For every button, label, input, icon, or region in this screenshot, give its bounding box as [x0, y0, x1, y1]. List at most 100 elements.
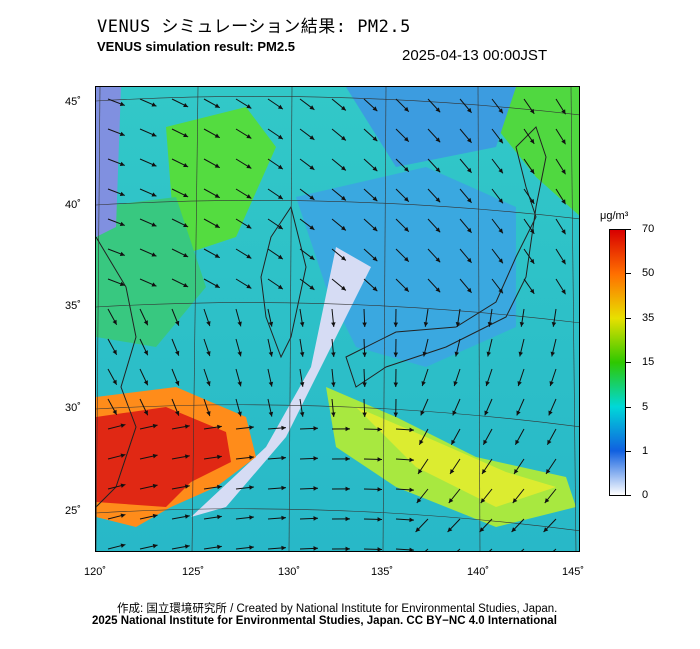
- lon-label-130: 130˚: [278, 566, 301, 578]
- coastline-korea: [260, 205, 307, 359]
- wind-arrow-head: [341, 225, 346, 231]
- wind-arrow: [552, 548, 557, 551]
- wind-arrow-head: [447, 527, 453, 533]
- wind-arrow-head: [119, 161, 125, 166]
- wind-arrow-head: [529, 288, 535, 294]
- wind-arrow-head: [152, 543, 158, 549]
- wind-arrow-head: [249, 545, 254, 550]
- wind-arrow-head: [466, 137, 472, 143]
- wind-arrow-head: [175, 380, 180, 386]
- wind-arrow-head: [550, 351, 556, 357]
- wind-arrow: [520, 548, 525, 551]
- wind-arrow-head: [341, 195, 346, 201]
- wind-arrow-head: [151, 222, 157, 227]
- graticule: [96, 87, 579, 551]
- wind-arrow-head: [498, 258, 503, 264]
- wind-arrow-head: [299, 412, 305, 417]
- wind-arrow-head: [529, 228, 535, 234]
- colorbar-label-0: 0: [642, 489, 649, 501]
- wind-arrow-head: [341, 285, 346, 291]
- wind-arrow-head: [377, 427, 382, 432]
- wind-arrow-head: [415, 527, 421, 533]
- wind-arrow-head: [561, 169, 566, 175]
- wind-arrow-head: [529, 198, 535, 204]
- wind-arrow-head: [237, 351, 242, 357]
- lon-label-145: 145˚: [562, 566, 585, 578]
- wind-arrow-head: [217, 544, 222, 550]
- wind-arrow-head: [246, 194, 252, 199]
- wind-arrow-head: [268, 411, 274, 417]
- field-green-north: [166, 107, 276, 257]
- wind-arrow-head: [498, 288, 503, 294]
- wind-arrow-head: [561, 229, 566, 235]
- wind-arrow-head: [341, 165, 346, 171]
- wind-arrow-head: [214, 163, 220, 168]
- wind-arrow-head: [486, 351, 492, 357]
- wind-arrow-head: [404, 166, 409, 172]
- wind-arrow-head: [119, 221, 125, 226]
- wind-arrow-head: [466, 227, 472, 233]
- wind-arrow-head: [183, 132, 189, 138]
- wind-arrow-head: [313, 426, 318, 431]
- wind-arrow-head: [309, 195, 315, 200]
- wind-arrow-head: [206, 351, 211, 357]
- wind-arrow-head: [561, 199, 566, 205]
- wind-arrow-head: [372, 136, 378, 142]
- wind-arrow-head: [268, 381, 274, 387]
- wind-arrow-head: [331, 382, 336, 387]
- wind-arrow-head: [277, 254, 283, 260]
- wind-arrow-head: [529, 168, 535, 174]
- wind-arrow-head: [120, 543, 126, 548]
- wind-arrow-head: [409, 457, 414, 463]
- wind-arrow-head: [217, 484, 222, 490]
- wind-arrow: [456, 548, 461, 551]
- wind-arrow-head: [466, 257, 472, 263]
- wind-arrow-head: [151, 162, 157, 167]
- wind-arrow-head: [277, 224, 283, 230]
- wind-arrow-head: [466, 197, 472, 203]
- wind-arrow-head: [309, 255, 315, 260]
- wind-arrow-head: [206, 381, 211, 387]
- wind-arrow-head: [309, 135, 315, 140]
- field-red-hotspot: [96, 407, 231, 507]
- wind-arrow-head: [561, 259, 566, 265]
- colorbar-tick: [626, 495, 631, 496]
- wind-arrow-head: [514, 469, 519, 474]
- wind-arrow-head: [299, 382, 305, 387]
- wind-arrow-head: [120, 483, 126, 488]
- wind-arrow-head: [466, 107, 472, 113]
- wind-arrow-head: [419, 439, 424, 445]
- wind-arrow-head: [152, 423, 158, 429]
- wind-arrow-head: [529, 138, 535, 144]
- lon-label-120: 120˚: [84, 566, 107, 578]
- colorbar-label-35: 35: [642, 312, 655, 324]
- credit-line: 作成: 国立環境研究所 / Created by National Instit…: [117, 603, 558, 615]
- wind-arrow-head: [249, 425, 254, 430]
- wind-arrow-head: [175, 320, 180, 326]
- lat-label-30: 30˚: [65, 402, 81, 414]
- map-canvas: [96, 87, 579, 551]
- lat-label-25: 25˚: [65, 505, 81, 517]
- wind-arrow-head: [331, 412, 336, 417]
- wind-arrow-head: [313, 486, 318, 491]
- wind-arrow-head: [452, 410, 457, 416]
- wind-arrow-head: [404, 256, 409, 262]
- wind-arrow-head: [281, 455, 286, 461]
- wind-arrow-head: [435, 107, 441, 113]
- valid-time: 2025-04-13 00:00JST: [402, 47, 548, 64]
- wind-arrow-head: [479, 527, 485, 533]
- wind-arrow-head: [246, 104, 252, 109]
- colorbar: [609, 229, 626, 496]
- wind-arrow-head: [529, 108, 535, 114]
- wind-arrow-head: [341, 135, 346, 141]
- wind-arrow-head: [517, 381, 522, 387]
- wind-arrow-head: [393, 412, 399, 417]
- wind-arrow-head: [466, 287, 472, 293]
- wind-arrow-head: [435, 257, 441, 263]
- wind-arrow-head: [345, 426, 350, 432]
- wind-arrow-head: [487, 322, 493, 327]
- wind-arrow-head: [119, 251, 125, 256]
- wind-arrow-head: [277, 164, 283, 170]
- wind-arrow-head: [183, 162, 189, 168]
- wind-arrow-head: [372, 166, 378, 172]
